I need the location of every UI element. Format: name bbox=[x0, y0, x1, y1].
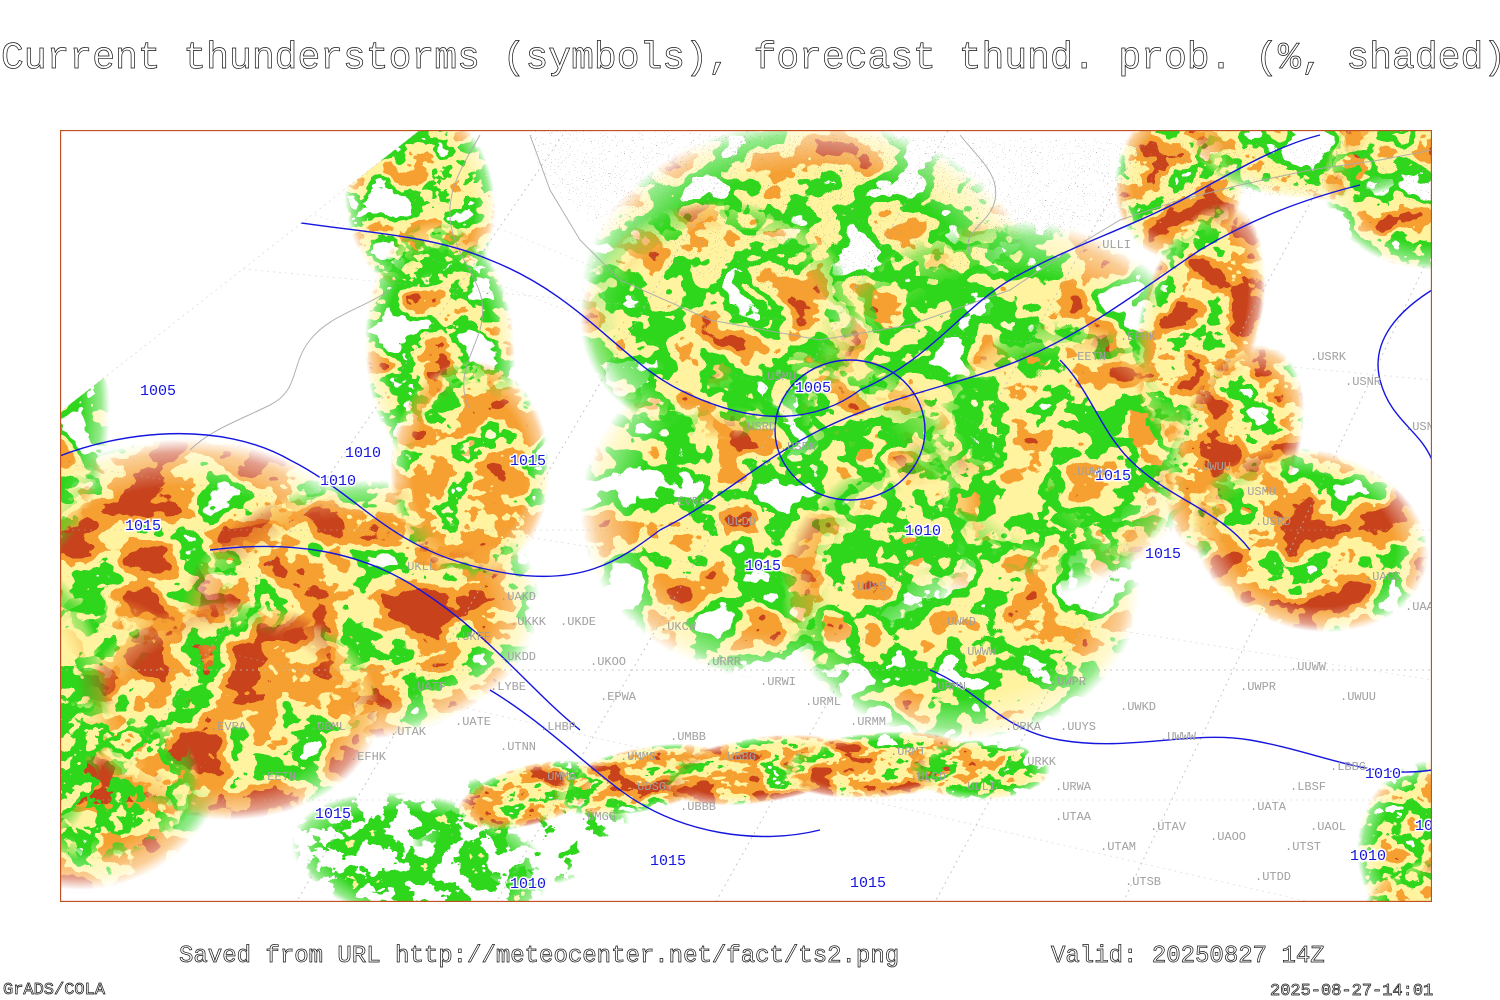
svg-text:.UWWW: .UWWW bbox=[960, 645, 997, 659]
svg-text:.USRD: .USRD bbox=[740, 420, 776, 434]
svg-text:.UBBG: .UBBG bbox=[720, 750, 756, 764]
svg-text:.UTAM: .UTAM bbox=[1100, 840, 1136, 854]
svg-text:.USNR: .USNR bbox=[1345, 375, 1381, 389]
svg-text:.USMU: .USMU bbox=[1240, 485, 1276, 499]
svg-text:1005: 1005 bbox=[795, 380, 831, 397]
svg-text:.USMU: .USMU bbox=[760, 370, 796, 384]
svg-text:.UKOO: .UKOO bbox=[590, 655, 626, 669]
svg-text:1010: 1010 bbox=[1350, 848, 1386, 865]
svg-text:.UWKD: .UWKD bbox=[940, 615, 976, 629]
svg-text:.ULDD: .ULDD bbox=[910, 770, 946, 784]
svg-text:.USRK: .USRK bbox=[780, 440, 817, 454]
svg-text:.UBML: .UBML bbox=[310, 720, 346, 734]
svg-text:.UMMS: .UMMS bbox=[620, 750, 656, 764]
svg-text:.LHBP: .LHBP bbox=[540, 720, 576, 734]
svg-text:.UKFF: .UKFF bbox=[455, 630, 491, 644]
svg-text:.UUYS: .UUYS bbox=[1060, 720, 1096, 734]
svg-text:.UWUU: .UWUU bbox=[1195, 460, 1231, 474]
svg-text:.UUWW: .UUWW bbox=[1070, 465, 1107, 479]
svg-text:.UMMG: .UMMG bbox=[540, 770, 576, 784]
svg-text:.UMGG: .UMGG bbox=[580, 810, 616, 824]
svg-text:.UAKD: .UAKD bbox=[500, 590, 536, 604]
svg-text:.EFHK: .EFHK bbox=[1120, 330, 1157, 344]
svg-text:.UWPR: .UWPR bbox=[1050, 675, 1086, 689]
svg-text:.UMBB: .UMBB bbox=[670, 730, 706, 744]
svg-text:GrADS/COLA: GrADS/COLA bbox=[3, 981, 106, 1000]
svg-text:.UWKD: .UWKD bbox=[1120, 700, 1156, 714]
svg-text:.URMM: .URMM bbox=[850, 715, 886, 729]
svg-text:.EPWA: .EPWA bbox=[600, 690, 637, 704]
svg-text:.UKDD: .UKDD bbox=[500, 650, 536, 664]
svg-text:1005: 1005 bbox=[140, 383, 176, 400]
svg-text:.UWUU: .UWUU bbox=[1340, 690, 1376, 704]
svg-text:.UKKK: .UKKK bbox=[510, 615, 547, 629]
svg-text:.URMN: .URMN bbox=[930, 680, 966, 694]
svg-text:.UKLL: .UKLL bbox=[400, 560, 436, 574]
svg-text:.URRR: .URRR bbox=[705, 655, 741, 669]
svg-text:.USRD: .USRD bbox=[1255, 515, 1291, 529]
svg-text:.UAOO: .UAOO bbox=[1210, 830, 1246, 844]
svg-text:1015: 1015 bbox=[125, 518, 161, 535]
svg-text:1015: 1015 bbox=[650, 853, 686, 870]
svg-text:.UKCW: .UKCW bbox=[660, 620, 697, 634]
svg-text:.URKK: .URKK bbox=[1020, 755, 1057, 769]
svg-text:Current thunderstorms (symbols: Current thunderstorms (symbols), forecas… bbox=[1, 37, 1500, 80]
svg-text:.URWI: .URWI bbox=[760, 675, 796, 689]
svg-text:.URKA: .URKA bbox=[1005, 720, 1042, 734]
svg-text:.UWWW: .UWWW bbox=[1160, 730, 1197, 744]
svg-text:.USRK: .USRK bbox=[1310, 350, 1347, 364]
svg-text:1010: 1010 bbox=[1365, 766, 1401, 783]
svg-text:.UTDD: .UTDD bbox=[1255, 870, 1291, 884]
svg-text:.UDSG: .UDSG bbox=[630, 780, 666, 794]
svg-text:.UBBB: .UBBB bbox=[680, 800, 716, 814]
svg-text:.USNN: .USNN bbox=[1405, 420, 1432, 434]
svg-text:.URWA: .URWA bbox=[1055, 780, 1092, 794]
svg-text:.UTST: .UTST bbox=[1285, 840, 1321, 854]
svg-text:.UTNN: .UTNN bbox=[500, 740, 536, 754]
svg-text:.URML: .URML bbox=[805, 695, 841, 709]
svg-text:1015: 1015 bbox=[315, 806, 351, 823]
svg-text:.LBSF: .LBSF bbox=[1290, 780, 1326, 794]
svg-text:.EETN: .EETN bbox=[1070, 350, 1106, 364]
svg-text:.EVRA: .EVRA bbox=[670, 495, 707, 509]
svg-text:Saved from URL http://meteocen: Saved from URL http://meteocenter.net/fa… bbox=[179, 943, 899, 970]
svg-text:.UWPR: .UWPR bbox=[1240, 680, 1276, 694]
svg-text:.EVRA: .EVRA bbox=[210, 720, 247, 734]
svg-text:.UUYS: .UUYS bbox=[850, 580, 886, 594]
svg-text:1010: 1010 bbox=[510, 876, 546, 893]
svg-text:1010: 1010 bbox=[320, 473, 356, 490]
svg-text:.EETN: .EETN bbox=[260, 770, 296, 784]
svg-text:.UATE: .UATE bbox=[455, 715, 491, 729]
svg-text:.UTSB: .UTSB bbox=[1125, 875, 1161, 889]
svg-text:.LBBG: .LBBG bbox=[1330, 760, 1366, 774]
svg-text:.UAOL: .UAOL bbox=[1310, 820, 1346, 834]
svg-text:.URMT: .URMT bbox=[890, 745, 926, 759]
svg-text:.UACC: .UACC bbox=[1365, 570, 1401, 584]
svg-text:.EFHK: .EFHK bbox=[350, 750, 387, 764]
svg-text:.UATA: .UATA bbox=[1250, 800, 1287, 814]
svg-text:1015: 1015 bbox=[1415, 818, 1432, 835]
svg-text:.ULLI: .ULLI bbox=[1095, 238, 1131, 252]
svg-text:.ULLI: .ULLI bbox=[960, 780, 996, 794]
svg-text:1010: 1010 bbox=[905, 523, 941, 540]
svg-text:.LYBE: .LYBE bbox=[490, 680, 526, 694]
svg-text:.UAAK: .UAAK bbox=[1405, 600, 1432, 614]
svg-text:.UTAV: .UTAV bbox=[1150, 820, 1187, 834]
svg-text:.UTAA: .UTAA bbox=[1055, 810, 1092, 824]
svg-text:1015: 1015 bbox=[745, 558, 781, 575]
svg-text:.UTAK: .UTAK bbox=[390, 725, 427, 739]
svg-text:1010: 1010 bbox=[345, 445, 381, 462]
svg-text:1015: 1015 bbox=[850, 875, 886, 892]
svg-text:2025-08-27-14:01: 2025-08-27-14:01 bbox=[1270, 982, 1433, 1000]
svg-text:Valid: 20250827 14Z: Valid: 20250827 14Z bbox=[1051, 943, 1325, 970]
svg-text:1015: 1015 bbox=[510, 453, 546, 470]
svg-text:.UUWW: .UUWW bbox=[1290, 660, 1327, 674]
svg-text:.UKDE: .UKDE bbox=[560, 615, 596, 629]
svg-text:.UATF: .UATF bbox=[410, 680, 446, 694]
svg-text:1015: 1015 bbox=[1145, 546, 1181, 563]
svg-text:.ULDD: .ULDD bbox=[720, 515, 756, 529]
